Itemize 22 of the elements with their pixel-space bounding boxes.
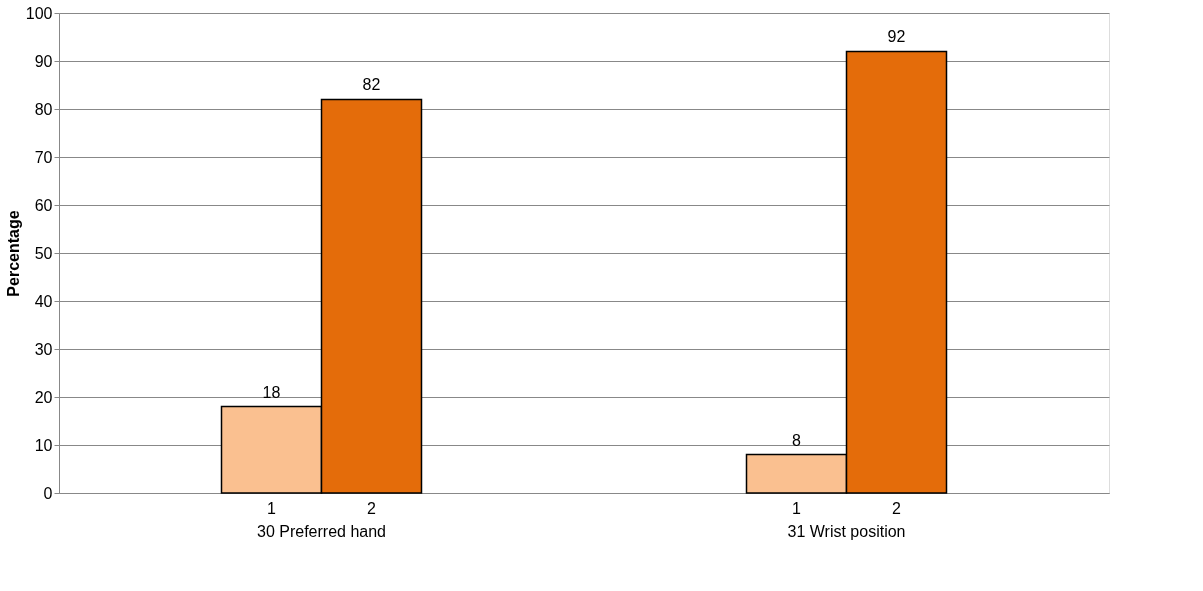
y-tick-label: 100 (25, 4, 53, 22)
y-tick-label: 20 (34, 388, 53, 406)
x-tick-label: 31 Wrist position (787, 522, 906, 540)
y-tick-label: 50 (34, 244, 53, 262)
text: 2 (892, 500, 901, 517)
y-tick-label: 40 (34, 292, 53, 310)
data-label: 8 (792, 431, 802, 449)
y-tick-label: 70 (34, 148, 53, 166)
series-label: 2 (367, 500, 377, 517)
data-label: 82 (362, 76, 381, 94)
y-tick-label: 80 (34, 100, 53, 118)
y-axis-title: Percentage (4, 210, 22, 297)
series-label: 1 (267, 500, 277, 517)
y-tick-label: 0 (43, 484, 53, 502)
y-tick-label: 30 (34, 340, 53, 358)
text: 1 (792, 500, 801, 517)
y-tick-label: 60 (34, 196, 53, 214)
y-tick-label: 90 (34, 52, 53, 70)
x-tick-label: 30 Preferred hand (257, 522, 386, 540)
data-label: 18 (262, 383, 281, 401)
data-label: 92 (887, 28, 906, 46)
y-tick-label: 10 (34, 436, 53, 454)
